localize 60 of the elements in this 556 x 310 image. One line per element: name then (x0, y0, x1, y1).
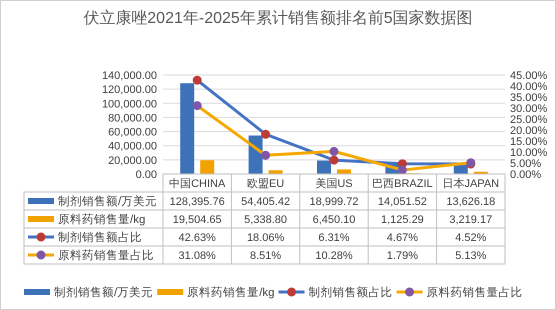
data-label: 4.67% (386, 232, 418, 244)
y-tick-label: 60,000.00 (108, 126, 157, 139)
x-tick-label: 欧盟EU (246, 178, 284, 190)
data-label: 4.52% (455, 232, 487, 244)
text: 原料药销售量/kg (187, 287, 275, 299)
y-tick-label: 0.00 (136, 169, 157, 181)
data-label: 18.06% (246, 232, 284, 244)
y2-tick-label: 10.00% (510, 147, 548, 159)
point (261, 150, 270, 160)
y-tick-label: 20,000.00 (108, 154, 157, 167)
point (330, 156, 338, 165)
y-tick-label: 100,000.00 (102, 98, 157, 110)
text: 制剂销售额/万美元 (54, 287, 154, 299)
data-label: 6,450.10 (312, 214, 356, 226)
y2-tick-label: 5.00% (510, 158, 542, 170)
data-label: 31.08% (178, 250, 216, 262)
data-label: 1.79% (386, 250, 418, 262)
y2-tick-label: 30.00% (510, 103, 548, 115)
data-label: 10.28% (315, 250, 353, 262)
point (192, 101, 202, 110)
y2-tick-label: 35.00% (510, 92, 548, 104)
point (261, 130, 270, 139)
y2-tick-label: 45.00% (510, 70, 548, 82)
data-label: 6.31% (318, 232, 350, 244)
y2-tick-label: 0.00% (510, 169, 542, 181)
data-label: 42.63% (178, 232, 216, 244)
y2-tick-label: 20.00% (510, 125, 548, 137)
bar (200, 160, 214, 174)
data-label: 13,626.18 (446, 196, 496, 208)
data-label: 8.51% (250, 250, 282, 262)
data-label: 14,051.52 (378, 196, 427, 208)
legend-label: 制剂销售额占比 (58, 230, 142, 244)
x-tick-label: 美国US (315, 177, 353, 190)
data-label: 5.13% (455, 250, 487, 262)
data-label: 19,504.65 (172, 214, 222, 226)
legend-label: 原料药销售量/kg (58, 213, 146, 226)
point (192, 76, 202, 85)
text: 制剂销售额占比 (308, 287, 393, 299)
y2-tick-label: 15.00% (510, 136, 548, 148)
y-tick-label: 140,000.00 (102, 70, 157, 82)
point (330, 146, 338, 156)
chart-title: 伏立康唑2021年-2025年累计销售额排名前5国家数据图 (82, 8, 474, 29)
data-label: 5,338.80 (244, 214, 288, 226)
y-tick-label: 40,000.00 (108, 140, 157, 153)
data-label: 3,219.17 (449, 214, 492, 226)
x-tick-label: 中国CHINA (169, 177, 226, 190)
legend-label: 原料药销售量占比 (58, 249, 154, 262)
x-tick-label: 巴西BRAZIL (372, 178, 433, 190)
data-label: 18,999.72 (310, 196, 358, 208)
data-label: 54,405.42 (241, 196, 290, 208)
x-tick-label: 日本JAPAN (442, 177, 500, 190)
bar (180, 83, 194, 174)
data-label: 128,395.76 (170, 196, 225, 208)
data-label: 1,125.29 (380, 214, 424, 226)
y2-tick-label: 25.00% (510, 114, 548, 126)
text: 原料药销售量占比 (426, 287, 523, 299)
y2-tick-label: 40.00% (510, 81, 548, 93)
y-tick-label: 80,000.00 (108, 112, 157, 124)
legend-label: 制剂销售额/万美元 (58, 194, 158, 208)
y-tick-label: 120,000.00 (102, 84, 157, 96)
